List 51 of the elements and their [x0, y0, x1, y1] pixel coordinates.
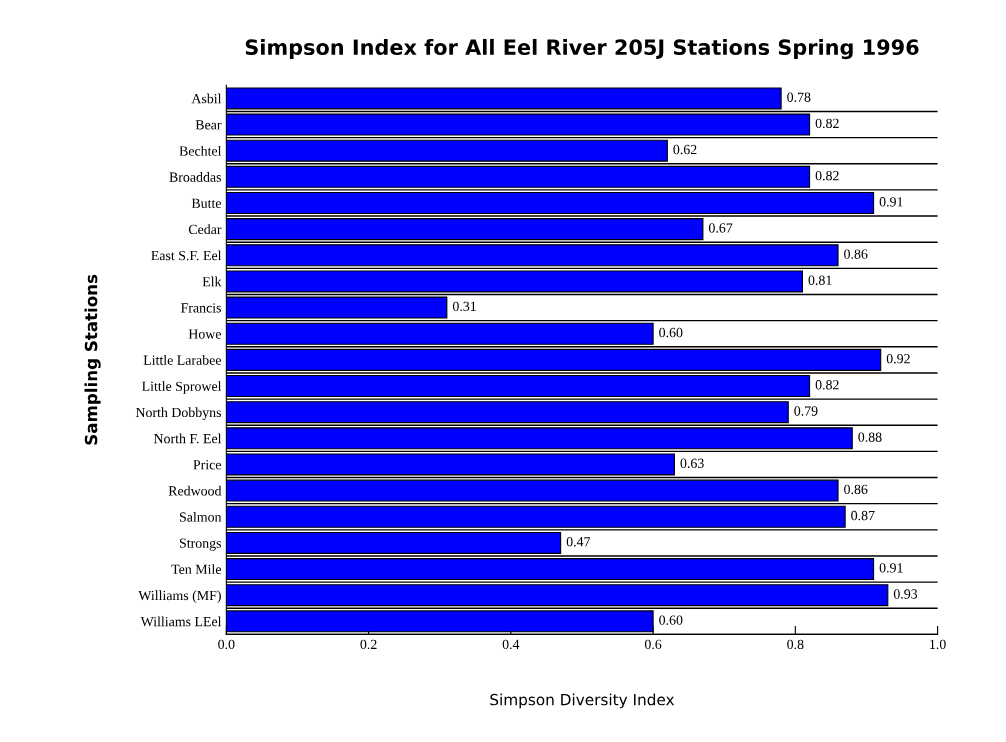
y-tick-label: North Dobbyns: [135, 407, 221, 420]
data-label: 0.88: [858, 432, 882, 442]
y-tick-label: Bear: [195, 120, 222, 130]
data-label: 0.86: [844, 249, 868, 259]
data-label: 0.91: [879, 563, 903, 573]
data-label: 0.47: [566, 537, 591, 547]
x-tick-label: 0.0: [218, 639, 235, 650]
chart-title: Simpson Index for All Eel River 205J Stations Spring 1996: [245, 38, 919, 60]
y-tick-label: Ten Mile: [171, 564, 222, 574]
data-label: 0.62: [673, 144, 697, 155]
y-tick-label: Williams LEel: [140, 616, 222, 627]
data-label: 0.31: [452, 301, 476, 312]
data-label: 0.60: [659, 615, 683, 625]
y-tick-label: Salmon: [179, 511, 222, 522]
y-tick-label: Little Sprowel: [142, 381, 222, 394]
y-tick-label: East S.F. Eel: [151, 250, 222, 261]
x-tick-label: 0.8: [787, 639, 804, 650]
data-label: 0.91: [879, 197, 903, 207]
data-label: 0.86: [844, 484, 868, 495]
y-tick-label: Bechtel: [179, 145, 222, 156]
data-label: 0.63: [680, 458, 704, 468]
data-label: 0.87: [851, 510, 875, 521]
y-tick-label: Strongs: [179, 538, 221, 551]
data-label: 0.82: [815, 380, 839, 390]
x-tick-label: 0.2: [360, 639, 377, 650]
y-tick-label: North F. Eel: [153, 433, 222, 444]
data-label: 0.60: [659, 327, 683, 338]
data-label: 0.82: [815, 118, 839, 129]
data-label: 0.81: [808, 275, 832, 285]
data-label: 0.92: [886, 353, 910, 364]
data-label: 0.82: [815, 170, 839, 181]
x-tick-label: 0.6: [644, 639, 662, 650]
x-axis-title: Simpson Diversity Index: [490, 693, 675, 709]
y-tick-label: Cedar: [188, 224, 222, 235]
y-tick-label: Howe: [188, 329, 222, 339]
x-tick-label: 1.0: [930, 639, 946, 650]
data-label: 0.78: [787, 92, 811, 102]
y-axis-title: Sampling Stations: [84, 274, 101, 445]
y-tick-label: Elk: [202, 276, 222, 287]
y-tick-label: Redwood: [168, 485, 222, 496]
x-tick-label: 0.4: [502, 639, 520, 650]
y-tick-label: Williams (MF): [138, 590, 221, 603]
y-tick-label: Butte: [191, 198, 222, 208]
y-tick-label: Broaddas: [169, 172, 221, 182]
data-label: 0.67: [708, 223, 733, 233]
y-tick-label: Francis: [181, 303, 221, 313]
y-tick-label: Price: [193, 460, 222, 470]
data-label: 0.79: [794, 406, 818, 416]
data-label: 0.93: [893, 589, 918, 599]
y-tick-label: Little Larabee: [143, 355, 222, 365]
y-tick-label: Asbil: [191, 93, 222, 104]
